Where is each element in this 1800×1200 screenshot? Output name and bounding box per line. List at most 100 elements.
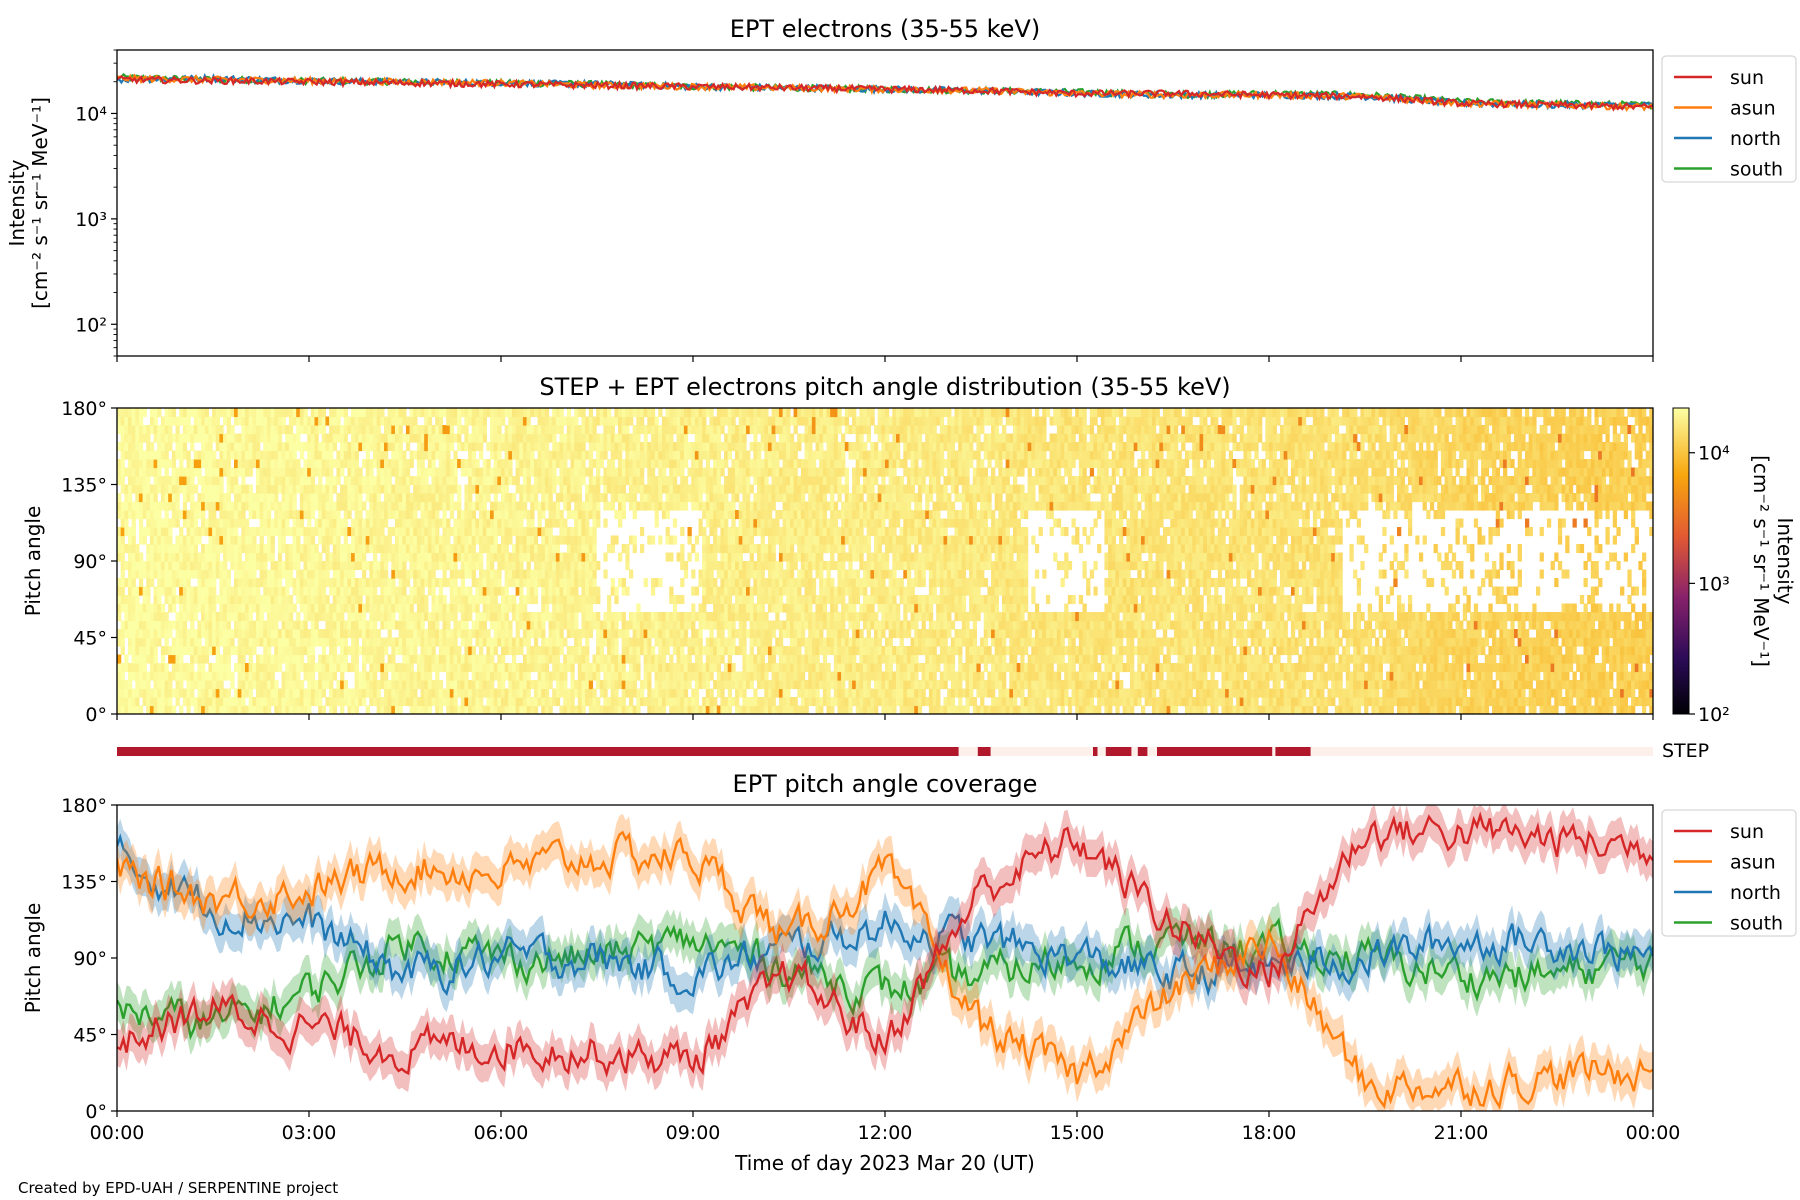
- heatmap-cell: [255, 680, 261, 690]
- heatmap-cell: [511, 569, 517, 579]
- heatmap-cell: [581, 629, 586, 639]
- heatmap-cell: [702, 544, 707, 554]
- heatmap-cell: [365, 561, 370, 571]
- heatmap-cell: [446, 705, 451, 714]
- heatmap-cell: [270, 671, 275, 681]
- heatmap-cell: [574, 510, 579, 520]
- heatmap-cell: [303, 620, 308, 630]
- heatmap-cell: [442, 476, 447, 486]
- heatmap-cell: [522, 535, 528, 545]
- heatmap-cell: [153, 688, 158, 698]
- heatmap-cell: [446, 425, 451, 435]
- heatmap-cell: [193, 697, 199, 707]
- heatmap-cell: [669, 552, 674, 562]
- heatmap-cell: [610, 578, 615, 588]
- heatmap-cell: [168, 569, 173, 579]
- heatmap-cell: [164, 705, 169, 714]
- heatmap-cell: [230, 603, 235, 613]
- heatmap-cell: [124, 654, 129, 664]
- heatmap-cell: [252, 425, 257, 435]
- heatmap-cell: [585, 629, 590, 639]
- heatmap-cell: [585, 680, 590, 690]
- heatmap-cell: [234, 484, 239, 494]
- heatmap-cell: [190, 408, 195, 418]
- heatmap-cell: [552, 408, 557, 418]
- heatmap-cell: [544, 416, 550, 426]
- heatmap-cell: [680, 476, 685, 486]
- heatmap-cell: [329, 501, 334, 511]
- heatmap-cell: [636, 663, 641, 673]
- heatmap-cell: [307, 663, 312, 673]
- heatmap-cell: [255, 603, 261, 613]
- heatmap-cell: [471, 535, 476, 545]
- heatmap-cell: [255, 493, 261, 503]
- heatmap-cell: [680, 578, 685, 588]
- heatmap-cell: [347, 688, 352, 698]
- heatmap-cell: [245, 544, 250, 554]
- heatmap-cell: [391, 433, 396, 443]
- heatmap-cell: [438, 459, 444, 469]
- heatmap-cell: [585, 578, 590, 588]
- heatmap-cell: [511, 637, 517, 647]
- heatmap-cell: [354, 663, 359, 673]
- heatmap-cell: [369, 501, 374, 511]
- heatmap-cell: [607, 476, 612, 486]
- heatmap-cell: [398, 527, 403, 537]
- heatmap-cell: [398, 484, 403, 494]
- heatmap-cell: [588, 578, 594, 588]
- heatmap-cell: [431, 459, 436, 469]
- heatmap-cell: [358, 416, 363, 426]
- heatmap-cell: [479, 450, 484, 460]
- heatmap-cell: [270, 680, 275, 690]
- heatmap-cell: [230, 552, 235, 562]
- heatmap-cell: [131, 629, 136, 639]
- heatmap-cell: [705, 671, 711, 681]
- heatmap-cell: [215, 442, 220, 452]
- heatmap-cell: [241, 697, 246, 707]
- heatmap-cell: [394, 484, 400, 494]
- heatmap-cell: [585, 493, 590, 503]
- heatmap-cell: [277, 629, 283, 639]
- heatmap-cell: [179, 654, 184, 664]
- heatmap-cell: [405, 697, 411, 707]
- heatmap-cell: [431, 450, 436, 460]
- heatmap-cell: [325, 663, 330, 673]
- heatmap-cell: [182, 603, 188, 613]
- heatmap-cell: [138, 671, 144, 681]
- heatmap-cell: [380, 586, 385, 596]
- heatmap-cell: [552, 450, 557, 460]
- heatmap-cell: [292, 697, 297, 707]
- heatmap-cell: [274, 467, 279, 477]
- heatmap-cell: [208, 620, 213, 630]
- heatmap-cell: [603, 663, 608, 673]
- heatmap-cell: [201, 671, 206, 681]
- heatmap-cell: [519, 518, 524, 528]
- heatmap-cell: [197, 459, 202, 469]
- heatmap-cell: [135, 467, 140, 477]
- heatmap-cell: [435, 629, 440, 639]
- heatmap-cell: [482, 637, 487, 647]
- heatmap-cell: [380, 569, 385, 579]
- heatmap-cell: [544, 603, 550, 613]
- heatmap-cell: [197, 476, 202, 486]
- heatmap-cell: [248, 450, 253, 460]
- heatmap-cell: [413, 688, 418, 698]
- heatmap-cell: [226, 552, 231, 562]
- heatmap-cell: [318, 705, 323, 714]
- heatmap-cell: [394, 450, 400, 460]
- heatmap-cell: [621, 654, 626, 664]
- heatmap-cell: [234, 569, 239, 579]
- heatmap-cell: [471, 680, 476, 690]
- heatmap-cell: [127, 484, 133, 494]
- heatmap-cell: [182, 629, 188, 639]
- heatmap-cell: [457, 671, 462, 681]
- heatmap-cell: [468, 688, 473, 698]
- heatmap-cell: [486, 688, 491, 698]
- heatmap-cell: [310, 671, 316, 681]
- heatmap-cell: [288, 544, 294, 554]
- heatmap-cell: [577, 603, 583, 613]
- heatmap-cell: [340, 501, 345, 511]
- heatmap-cell: [332, 442, 338, 452]
- heatmap-cell: [658, 493, 663, 503]
- heatmap-cell: [493, 620, 498, 630]
